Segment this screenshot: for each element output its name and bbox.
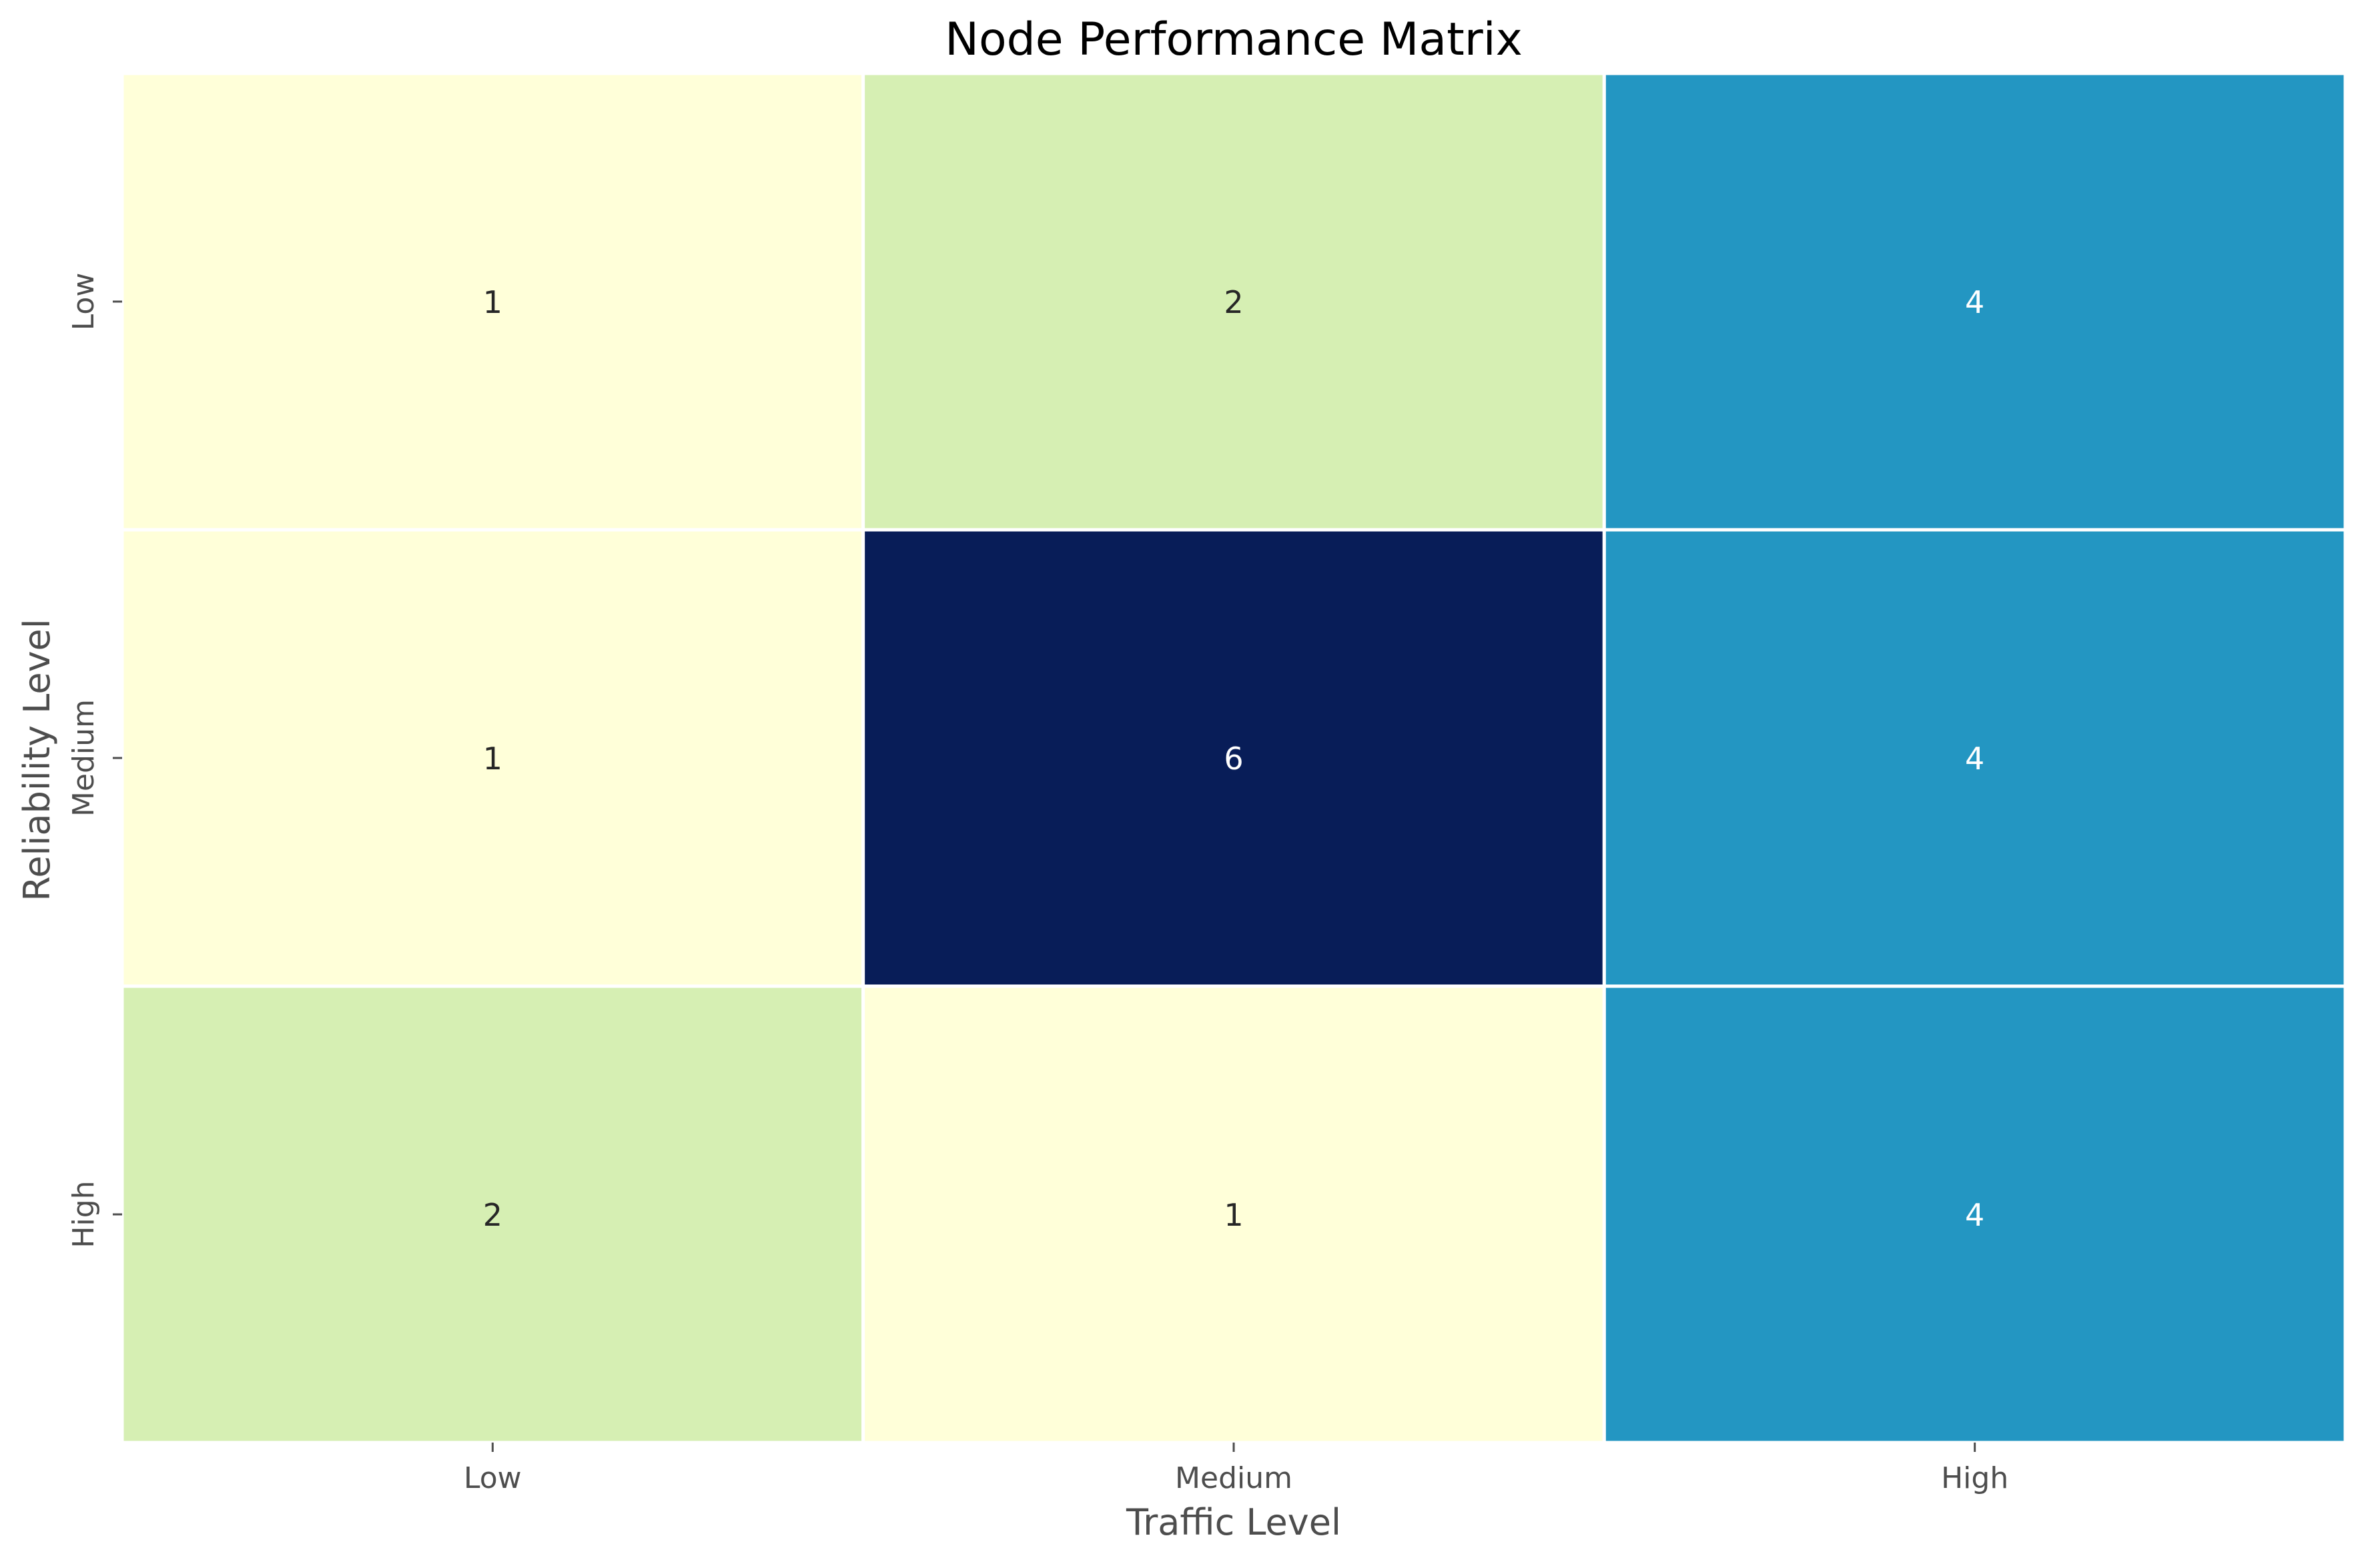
cell-value-label: 6 bbox=[1224, 741, 1243, 777]
heatmap-cell-high-medium bbox=[861, 984, 1606, 1445]
x-tick-label: Low bbox=[464, 1461, 522, 1495]
cell-value-label: 1 bbox=[483, 284, 502, 320]
heatmap-cell-low-low bbox=[120, 71, 865, 532]
x-axis: Low Medium High bbox=[464, 1443, 2008, 1495]
heatmap-cells bbox=[120, 71, 2347, 1445]
x-axis-label: Traffic Level bbox=[1126, 1501, 1341, 1543]
y-axis-label: Reliability Level bbox=[16, 619, 58, 901]
y-tick-label: Medium bbox=[67, 699, 101, 817]
cell-value-label: 4 bbox=[1965, 1197, 1984, 1233]
chart-title: Node Performance Matrix bbox=[945, 13, 1523, 66]
heatmap-cell-medium-medium bbox=[861, 528, 1606, 988]
heatmap-cell-medium-low bbox=[120, 528, 865, 988]
cell-value-label: 2 bbox=[483, 1197, 502, 1233]
y-tick-label: High bbox=[67, 1180, 101, 1248]
cell-value-label: 2 bbox=[1224, 284, 1243, 320]
cell-value-label: 4 bbox=[1965, 284, 1984, 320]
heatmap-cell-low-medium bbox=[861, 71, 1606, 532]
cell-value-label: 4 bbox=[1965, 741, 1984, 777]
heatmap-cell-low-high bbox=[1602, 71, 2347, 532]
heatmap-cell-high-low bbox=[120, 984, 865, 1445]
x-tick-label: High bbox=[1941, 1461, 2008, 1495]
cell-value-labels: 1 2 4 1 6 4 2 1 4 bbox=[483, 284, 1985, 1233]
x-tick-label: Medium bbox=[1175, 1461, 1292, 1495]
cell-value-label: 1 bbox=[483, 741, 502, 777]
y-tick-label: Low bbox=[67, 273, 101, 331]
cell-value-label: 1 bbox=[1224, 1197, 1243, 1233]
y-axis: Low Medium High bbox=[67, 273, 122, 1248]
heatmap-cell-medium-high bbox=[1602, 528, 2347, 988]
